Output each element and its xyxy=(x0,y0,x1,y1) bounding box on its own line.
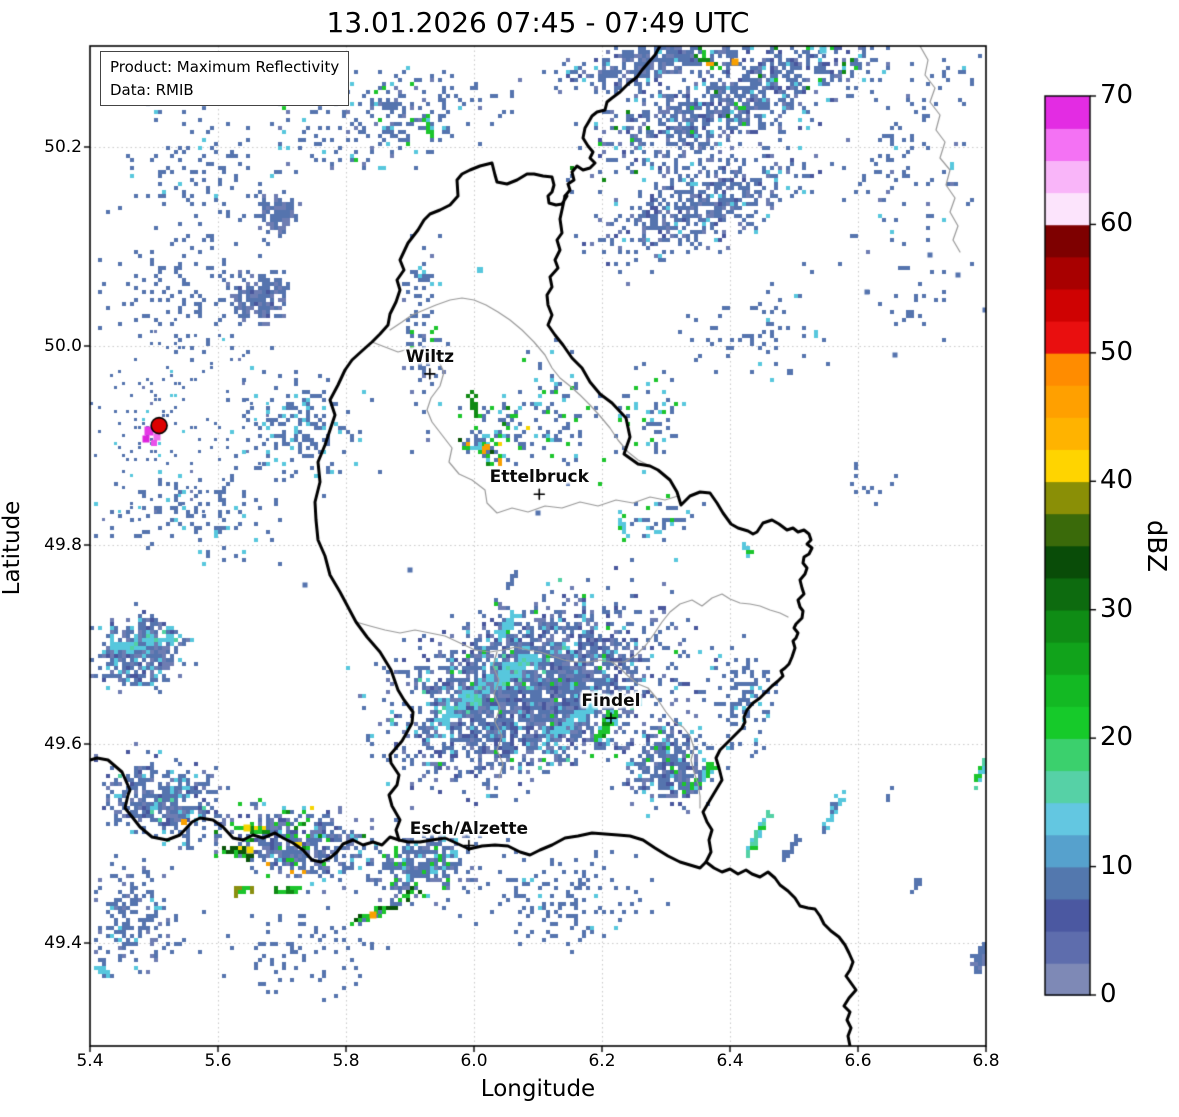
city-label-esch-alzette: Esch/Alzette xyxy=(409,818,529,839)
colorbar-tick-label-60: 60 xyxy=(1100,208,1134,239)
figure-title: 13.01.2026 07:45 - 07:49 UTC xyxy=(326,6,750,39)
city-label-findel: Findel xyxy=(581,691,641,712)
x-tick-label-5.6: 5.6 xyxy=(204,1051,232,1071)
y-tick-label-50.0: 50.0 xyxy=(44,336,82,356)
colorbar-tick-label-50: 50 xyxy=(1100,336,1134,367)
city-label-ettelbruck: Ettelbruck xyxy=(489,467,589,488)
x-tick-label-6.2: 6.2 xyxy=(588,1051,616,1071)
x-tick-label-6.0: 6.0 xyxy=(460,1051,488,1071)
product-info-line2: Data: RMIB xyxy=(110,80,194,99)
colorbar-tick-label-0: 0 xyxy=(1100,979,1117,1009)
x-tick-label-6.6: 6.6 xyxy=(844,1051,872,1071)
y-tick-label-49.8: 49.8 xyxy=(44,535,82,555)
x-tick-label-6.8: 6.8 xyxy=(972,1051,1000,1071)
colorbar-tick-label-70: 70 xyxy=(1100,80,1134,110)
colorbar-tick-label-40: 40 xyxy=(1100,465,1134,496)
colorbar-label: dBZ xyxy=(1141,519,1171,573)
x-tick-label-5.4: 5.4 xyxy=(76,1051,104,1071)
y-tick-label-49.6: 49.6 xyxy=(44,734,82,754)
x-tick-label-5.8: 5.8 xyxy=(332,1051,360,1071)
y-tick-label-49.4: 49.4 xyxy=(44,933,82,953)
y-tick-label-50.2: 50.2 xyxy=(44,136,82,157)
product-info-box: Product: Maximum Reflectivity Data: RMIB xyxy=(100,51,350,106)
colorbar-tick-label-30: 30 xyxy=(1100,593,1134,624)
x-tick-label-6.4: 6.4 xyxy=(716,1051,744,1071)
x-axis-label: Longitude xyxy=(480,1076,596,1102)
colorbar-tick-label-10: 10 xyxy=(1100,850,1134,881)
city-label-wiltz: Wiltz xyxy=(405,346,455,367)
product-info-line1: Product: Maximum Reflectivity xyxy=(110,58,340,76)
colorbar-tick-label-20: 20 xyxy=(1100,722,1134,753)
